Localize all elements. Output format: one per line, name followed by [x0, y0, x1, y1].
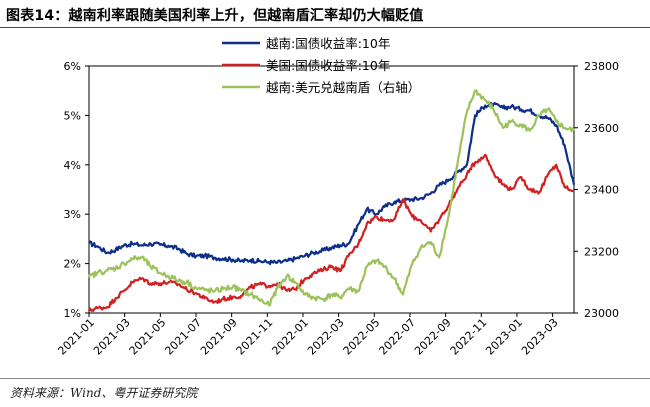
source-note: 资料来源：Wind、粤开证券研究院: [10, 386, 198, 400]
left-axis-tick-label: 2%: [64, 258, 81, 271]
x-axis-tick-label: 2022-11: [448, 316, 490, 358]
series-line-1: [88, 101, 576, 266]
right-axis-tick-label: 23600: [584, 122, 619, 135]
right-axis-tick-label: 23400: [584, 184, 619, 197]
x-axis-tick-label: 2021-09: [198, 316, 240, 358]
x-axis-tick-label: 2021-03: [91, 316, 133, 358]
x-axis-tick-label: 2023-01: [483, 316, 525, 358]
right-axis-tick-label: 23000: [584, 307, 619, 320]
legend-label: 美国:国债收益率:10年: [266, 58, 390, 73]
left-axis-tick-label: 1%: [64, 307, 81, 320]
right-axis-tick-label: 23800: [584, 60, 619, 73]
left-axis-tick-label: 6%: [64, 60, 81, 73]
title-divider: [0, 27, 650, 28]
legend-label: 越南:美元兑越南盾（右轴）: [266, 80, 420, 95]
x-axis-tick-label: 2021-05: [127, 316, 169, 358]
x-axis-tick-label: 2022-05: [341, 316, 383, 358]
x-axis-tick-label: 2022-09: [412, 316, 454, 358]
plot-frame: [88, 65, 575, 314]
x-axis-tick-label: 2023-03: [519, 316, 561, 358]
legend-label: 越南:国债收益率:10年: [266, 36, 390, 51]
x-axis-tick-label: 2022-07: [376, 316, 418, 358]
chart-title: 图表14：越南利率跟随美国利率上升，但越南盾汇率却仍大幅贬值: [6, 8, 424, 24]
x-axis-tick-label: 2022-03: [305, 316, 347, 358]
source-divider: [0, 378, 650, 379]
series-line-3: [87, 89, 575, 307]
x-axis-tick-label: 2021-01: [55, 316, 97, 358]
x-axis-tick-label: 2021-07: [162, 316, 204, 358]
x-axis-tick-label: 2021-11: [234, 316, 276, 358]
line-chart: 1% 2% 3% 4% 5% 6% 23000 23200 23400 23600 23800 202…: [55, 36, 619, 358]
left-axis-tick-label: 3%: [64, 208, 81, 221]
left-axis-tick-label: 5%: [64, 109, 81, 122]
right-axis-tick-label: 23200: [584, 245, 619, 258]
left-axis-tick-label: 4%: [64, 159, 81, 172]
x-axis-tick-label: 2022-01: [269, 316, 311, 358]
series-line-2: [88, 153, 575, 313]
